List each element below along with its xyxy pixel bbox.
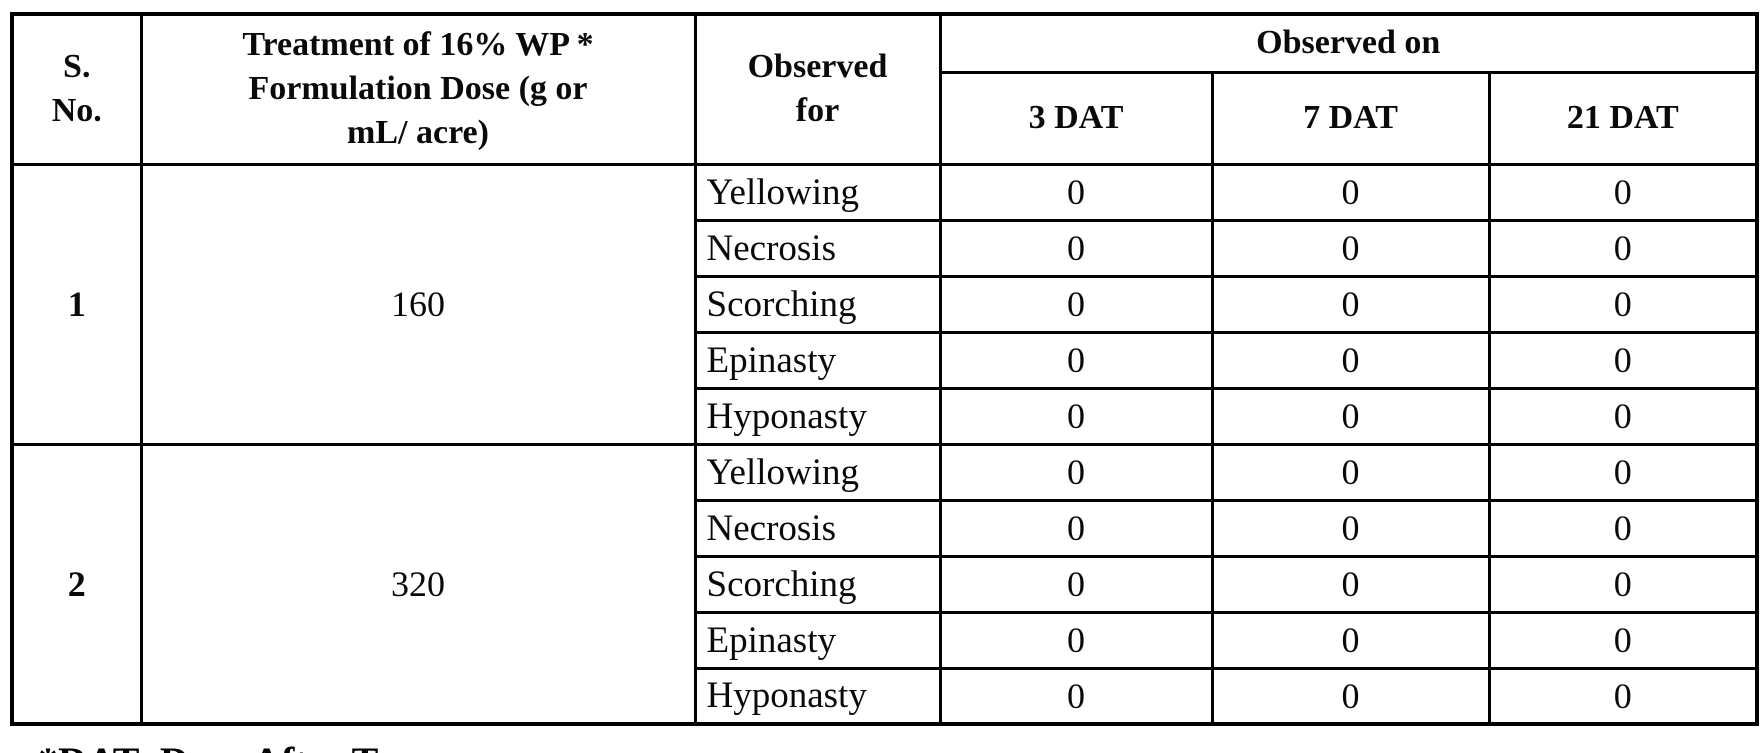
header-treatment-dose-line3: mL/ acre) — [347, 114, 489, 152]
observation-value-3dat: 0 — [938, 274, 1214, 334]
phytotoxicity-observation-table: S. No. Treatment of 16% WP * Formulation… — [10, 12, 1759, 726]
observation-value-7dat: 0 — [1210, 666, 1491, 726]
observation-value-7dat: 0 — [1210, 274, 1491, 334]
observation-value-7dat: 0 — [1210, 330, 1491, 390]
observation-value-21dat: 0 — [1487, 274, 1759, 334]
observation-value-21dat: 0 — [1487, 498, 1759, 558]
serial-number-cell: 1 — [10, 162, 143, 446]
observation-value-7dat: 0 — [1210, 218, 1491, 278]
header-21-dat: 21 DAT — [1487, 70, 1759, 166]
table-row: 2 320 Yellowing 0 0 0 — [10, 442, 1759, 726]
header-treatment-dose: Treatment of 16% WP * Formulation Dose (… — [139, 12, 697, 166]
header-observed-for-line2: for — [795, 92, 840, 130]
observation-value-7dat: 0 — [1210, 162, 1491, 222]
observation-value-21dat: 0 — [1487, 162, 1759, 222]
header-serial-number: S. No. — [10, 12, 143, 166]
observation-value-3dat: 0 — [938, 554, 1214, 614]
observation-label: Epinasty — [693, 610, 942, 670]
observation-value-3dat: 0 — [938, 666, 1214, 726]
header-serial-number-line2: No. — [51, 92, 102, 130]
dose-cell: 160 — [139, 162, 697, 446]
observation-label: Yellowing — [693, 442, 942, 502]
header-observed-for-line1: Observed — [747, 48, 888, 86]
header-observed-on: Observed on — [938, 12, 1759, 74]
observation-value-21dat: 0 — [1487, 666, 1759, 726]
table-row: Hyponasty 0 0 0 — [12, 666, 1759, 726]
observation-label: Epinasty — [693, 330, 942, 390]
observation-value-7dat: 0 — [1210, 386, 1491, 446]
observation-value-3dat: 0 — [938, 386, 1214, 446]
observation-value-3dat: 0 — [938, 610, 1214, 670]
observation-value-21dat: 0 — [1487, 330, 1759, 390]
observation-label: Hyponasty — [693, 666, 942, 726]
observation-label: Necrosis — [693, 498, 942, 558]
header-observed-for: Observed for — [693, 12, 942, 166]
observation-value-7dat: 0 — [1210, 442, 1491, 502]
table-row: Necrosis 0 0 0 — [12, 218, 1759, 278]
footnote-text: *DAT: Days After T — [38, 742, 378, 753]
observation-value-3dat: 0 — [938, 498, 1214, 558]
observation-value-21dat: 0 — [1487, 442, 1759, 502]
observation-label: Necrosis — [693, 218, 942, 278]
observation-value-3dat: 0 — [938, 218, 1214, 278]
observation-value-21dat: 0 — [1487, 610, 1759, 670]
header-treatment-dose-line2: Formulation Dose (g or — [248, 70, 588, 108]
observation-value-3dat: 0 — [938, 162, 1214, 222]
footnote-dat-definition: *DAT: Days After T — [38, 742, 378, 753]
observation-value-21dat: 0 — [1487, 386, 1759, 446]
header-7-dat: 7 DAT — [1210, 70, 1491, 166]
observation-label: Scorching — [693, 274, 942, 334]
observation-label: Scorching — [693, 554, 942, 614]
header-serial-number-line1: S. — [63, 48, 91, 86]
observation-value-3dat: 0 — [938, 442, 1214, 502]
observation-value-21dat: 0 — [1487, 554, 1759, 614]
table-row: Hyponasty 0 0 0 — [12, 386, 1759, 446]
observation-value-7dat: 0 — [1210, 498, 1491, 558]
observation-value-7dat: 0 — [1210, 610, 1491, 670]
observation-value-3dat: 0 — [938, 330, 1214, 390]
observation-value-21dat: 0 — [1487, 218, 1759, 278]
observation-label: Hyponasty — [693, 386, 942, 446]
table-row: Epinasty 0 0 0 — [12, 610, 1759, 670]
observation-value-7dat: 0 — [1210, 554, 1491, 614]
table-row: 1 160 Yellowing 0 0 0 — [10, 162, 1759, 446]
header-treatment-dose-line1: Treatment of 16% WP * — [242, 25, 594, 63]
table-row: Scorching 0 0 0 — [12, 274, 1759, 334]
dose-cell: 320 — [139, 442, 697, 726]
observation-label: Yellowing — [693, 162, 942, 222]
table-row: Necrosis 0 0 0 — [12, 498, 1759, 558]
serial-number-cell: 2 — [10, 442, 143, 726]
table-row: Epinasty 0 0 0 — [12, 330, 1759, 390]
table-row: Scorching 0 0 0 — [12, 554, 1759, 614]
header-3-dat: 3 DAT — [938, 70, 1214, 166]
